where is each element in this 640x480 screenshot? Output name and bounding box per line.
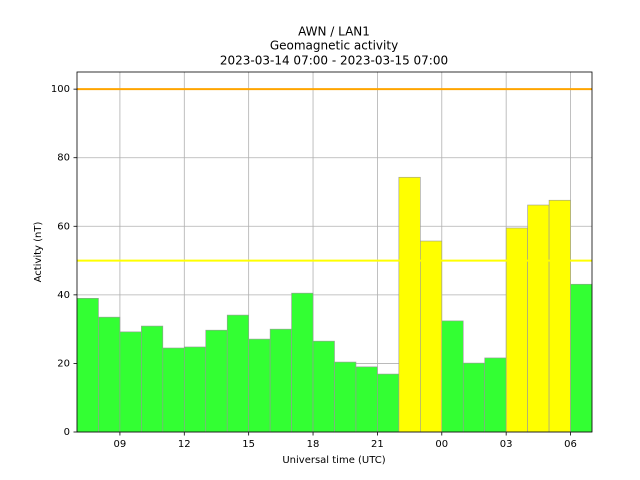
bar: [119, 331, 142, 433]
x-tick-label: 18: [307, 439, 320, 450]
bar: [398, 176, 421, 433]
x-axis-label: Universal time (UTC): [282, 455, 385, 466]
bar: [226, 314, 249, 433]
x-tick-label: 12: [178, 439, 191, 450]
bar: [162, 347, 185, 433]
bar: [76, 297, 99, 433]
bar: [377, 373, 400, 433]
y-tick-label: 80: [57, 153, 70, 164]
bar: [205, 329, 228, 433]
y-tick-label: 100: [51, 84, 70, 95]
y-tick-label: 20: [57, 358, 70, 369]
chart-title: AWN / LAN1: [298, 25, 370, 39]
y-tick-label: 0: [64, 427, 70, 438]
bar: [98, 316, 121, 433]
y-axis-label: Activity (nT): [33, 221, 44, 282]
x-tick-label: 21: [371, 439, 384, 450]
bar: [291, 292, 314, 433]
x-tick-label: 00: [435, 439, 448, 450]
bar: [548, 199, 571, 433]
bar: [570, 283, 593, 433]
x-tick-label: 06: [564, 439, 577, 450]
bar: [420, 240, 443, 433]
bar: [141, 325, 164, 433]
plot-frame: [76, 71, 593, 433]
bar: [527, 204, 550, 433]
y-tick-label: 60: [57, 221, 70, 232]
bar: [183, 346, 207, 433]
x-tick-label: 03: [500, 439, 513, 450]
bar: [441, 320, 464, 433]
bar: [462, 362, 486, 433]
bar: [269, 328, 292, 433]
bar: [334, 361, 357, 433]
chart-subtitle: Geomagnetic activity: [270, 39, 398, 53]
y-tick-label: 40: [57, 290, 70, 301]
bar: [484, 357, 507, 433]
chart-date-range: 2023-03-14 07:00 - 2023-03-15 07:00: [220, 54, 448, 68]
bar: [312, 340, 335, 433]
bar: [248, 338, 271, 433]
x-tick-label: 09: [114, 439, 127, 450]
bar: [355, 366, 378, 433]
bar: [505, 227, 528, 433]
x-tick-label: 15: [242, 439, 255, 450]
